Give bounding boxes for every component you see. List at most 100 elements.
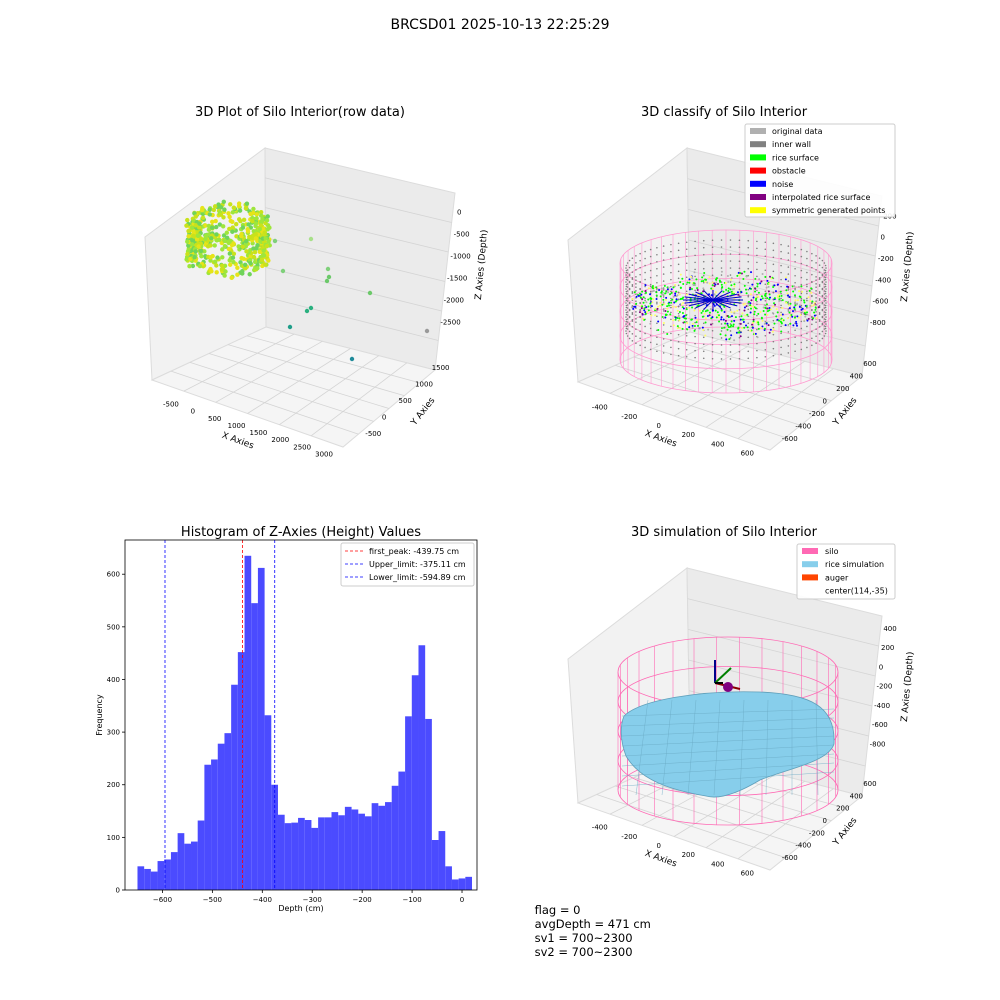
sim-ytick-label: 0 (823, 817, 827, 825)
classify-point (696, 289, 699, 292)
raw-point (199, 254, 204, 259)
classify-point-wall (625, 290, 628, 293)
classify-point-wall (806, 339, 808, 342)
classify-point-wall (794, 287, 796, 290)
raw-point (325, 266, 331, 272)
classify-point-wall (823, 297, 826, 299)
classify-point (652, 287, 655, 290)
classify-point-wall (818, 299, 821, 301)
classify-point-wall (818, 305, 821, 307)
classify-point (676, 325, 679, 328)
classify-point (768, 331, 771, 334)
classify-point-wall (787, 273, 790, 275)
classify-point-wall (626, 325, 629, 327)
classify-point-wall (720, 288, 723, 290)
classify-point-wall (625, 323, 627, 325)
classify-point-wall (670, 250, 672, 253)
classify-point-wall (626, 276, 629, 278)
classify-point-wall (649, 269, 652, 272)
classify-point (733, 285, 736, 288)
raw-point (243, 266, 248, 271)
classify-point (720, 283, 723, 286)
classify-point-wall (806, 271, 808, 274)
raw-point (222, 243, 228, 249)
status-avg-depth: avgDepth = 471 cm (534, 917, 651, 931)
classify-point (659, 304, 662, 307)
classify-point-wall (702, 322, 705, 325)
classify-point (739, 318, 742, 321)
classify-point (697, 304, 700, 307)
histogram-ytick-label: 300 (107, 729, 120, 737)
classify-point (751, 283, 754, 286)
classify-point (736, 309, 739, 312)
classify-point-wall (662, 273, 665, 275)
histogram-ylabel: Frequency (95, 694, 104, 736)
classify-point (715, 278, 718, 281)
classify-point (748, 287, 751, 290)
legend-swatch (802, 574, 818, 581)
histogram-legend-entry: first_peak: -439.75 cm (369, 547, 459, 556)
classify-point-wall (824, 320, 827, 323)
classify-point (701, 310, 704, 313)
classify-point (700, 280, 703, 283)
classify-point-wall (626, 286, 629, 288)
histogram-xticks: −600 −500 −400 −300 −200 −100 0 (153, 890, 464, 904)
raw-xtick-label: 2500 (293, 443, 311, 451)
classify-point (767, 285, 770, 288)
classify-point (649, 302, 652, 305)
classify-point (710, 294, 713, 297)
classify-point-wall (800, 348, 803, 351)
classify-point-wall (649, 341, 652, 344)
classify-point-wall (815, 269, 817, 271)
classify-point (717, 283, 720, 286)
legend-swatch (750, 154, 766, 161)
classify-point (749, 293, 752, 296)
classify-point (781, 318, 784, 321)
classify-point (710, 323, 713, 326)
histogram-bar (277, 814, 285, 890)
histogram-xtick-label: 0 (460, 896, 464, 904)
classify-point-wall (628, 273, 631, 276)
raw-point (239, 231, 244, 237)
classify-point (740, 272, 743, 275)
classify-point (746, 326, 749, 329)
raw-zticks: 0 -500 -1000 -1500 -2000 -2500 (440, 209, 470, 327)
classify-point-wall (625, 283, 628, 286)
classify-point-wall (780, 346, 782, 349)
classify-point (690, 318, 693, 321)
classify-point-wall (685, 297, 688, 300)
classify-point-wall (815, 255, 817, 257)
classify-point (752, 305, 755, 308)
cls-ztick-label: 0 (881, 234, 885, 242)
classify-point (756, 285, 759, 288)
classify-point (719, 280, 722, 283)
classify-point (702, 328, 705, 331)
cls-ztick-label: -200 (878, 255, 894, 263)
classify-point-wall (764, 299, 767, 302)
classify-point-wall (685, 248, 688, 251)
classify-point (693, 271, 696, 274)
classify-point-wall (823, 321, 826, 323)
classify-point-wall (662, 338, 665, 340)
classify-point (720, 270, 723, 273)
classify-point (781, 299, 784, 302)
histogram-xtick-label: −100 (402, 896, 421, 904)
classify-point (774, 290, 777, 293)
legend-swatch (750, 207, 766, 214)
classify-point-wall (811, 308, 813, 311)
classify-point-wall (649, 320, 652, 323)
classify-point (806, 311, 809, 314)
classify-point (744, 302, 747, 305)
raw-point (213, 218, 218, 224)
classify-point-wall (823, 304, 826, 306)
raw-point (227, 251, 233, 256)
classify-point (800, 308, 803, 311)
classify-ylabel: Y Axies (831, 396, 860, 429)
sim-ytick-label: -400 (795, 842, 811, 850)
classify-point-wall (800, 283, 803, 286)
classify-point-wall (806, 264, 808, 267)
raw-point (367, 290, 373, 296)
classify-point-wall (625, 311, 628, 314)
classify-point (666, 332, 669, 335)
